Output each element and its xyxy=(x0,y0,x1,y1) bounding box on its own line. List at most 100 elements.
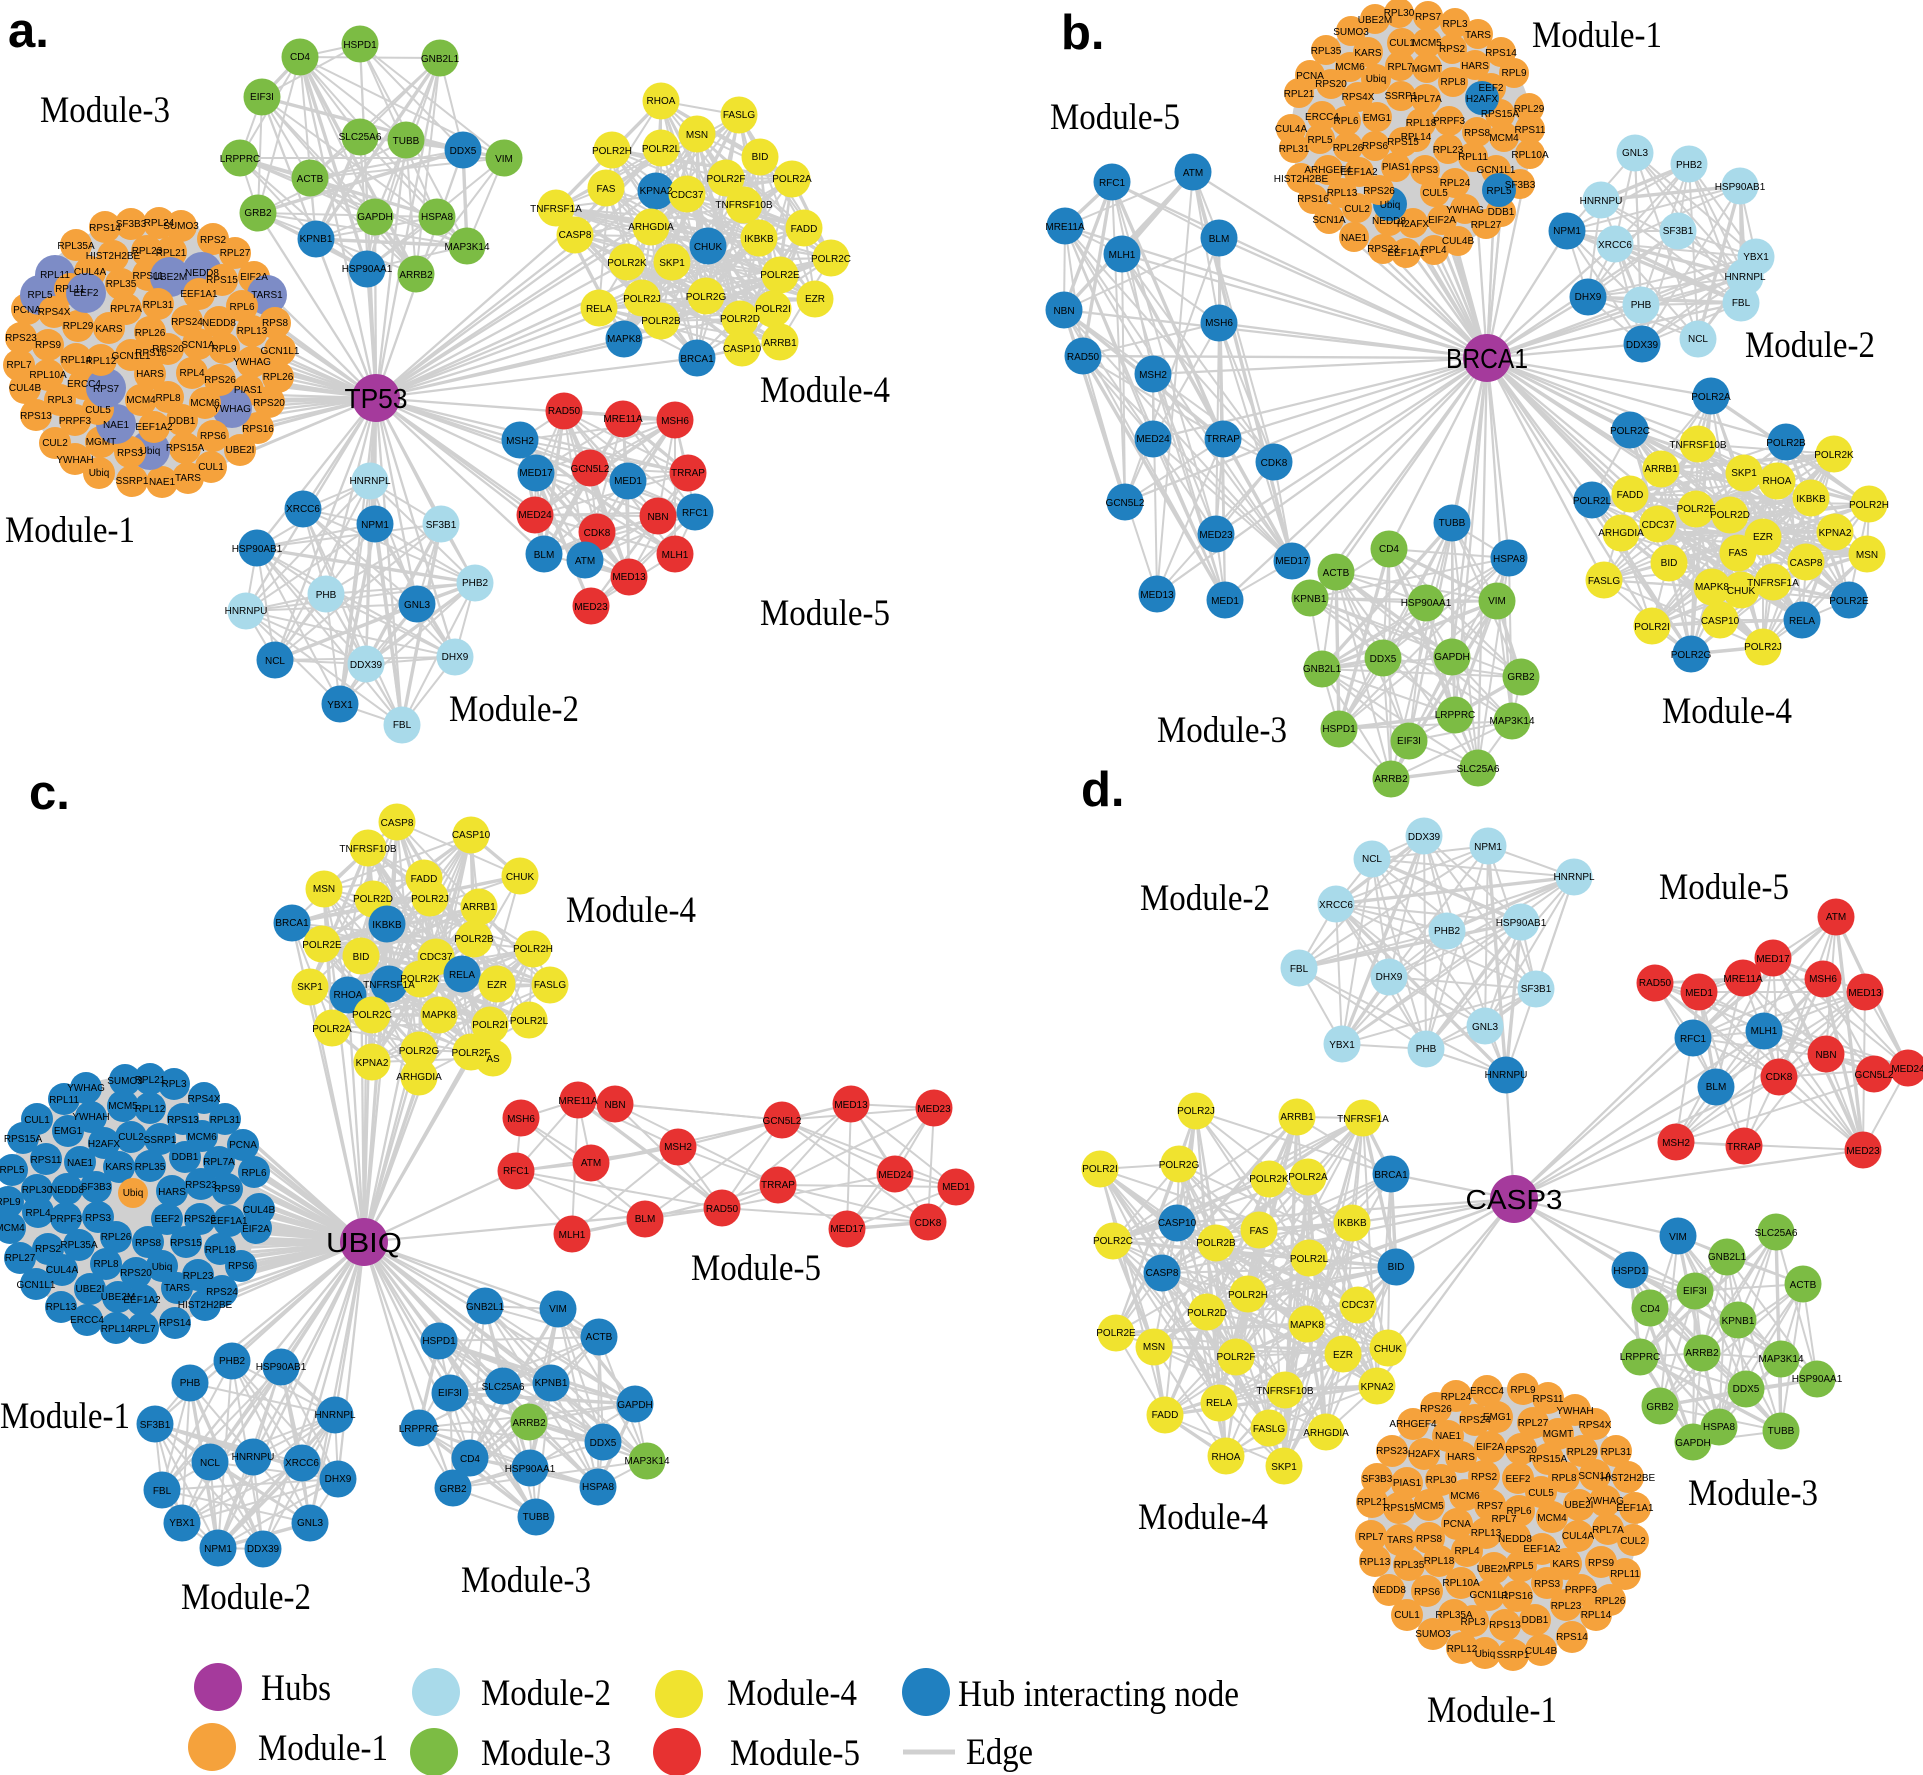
svg-text:MAP3K14: MAP3K14 xyxy=(624,1456,669,1467)
svg-text:DDX39: DDX39 xyxy=(1626,340,1659,351)
svg-text:GNB2L1: GNB2L1 xyxy=(466,1302,505,1313)
svg-text:TP53: TP53 xyxy=(345,383,408,414)
svg-text:RPL12: RPL12 xyxy=(1447,1644,1478,1655)
svg-text:RPS7: RPS7 xyxy=(93,384,120,395)
svg-text:KPNA2: KPNA2 xyxy=(640,186,673,197)
svg-text:NBN: NBN xyxy=(1815,1050,1836,1061)
svg-text:RPL7: RPL7 xyxy=(6,360,31,371)
svg-text:YWHAG: YWHAG xyxy=(1586,1496,1624,1507)
svg-text:NAE1: NAE1 xyxy=(149,477,176,488)
svg-text:CDC37: CDC37 xyxy=(671,190,704,201)
svg-text:RELA: RELA xyxy=(1789,616,1815,627)
svg-text:HNRNPL: HNRNPL xyxy=(349,476,391,487)
svg-text:SLC25A6: SLC25A6 xyxy=(1755,1228,1798,1239)
svg-text:RPL3: RPL3 xyxy=(161,1079,186,1090)
svg-text:HSPD1: HSPD1 xyxy=(1613,1266,1647,1277)
svg-text:CD4: CD4 xyxy=(1379,544,1399,555)
svg-text:EEF1A1: EEF1A1 xyxy=(1387,248,1425,259)
svg-text:RPL6: RPL6 xyxy=(1506,1506,1531,1517)
svg-text:SF3B3: SF3B3 xyxy=(81,1182,112,1193)
svg-text:VIM: VIM xyxy=(495,154,513,165)
svg-text:EEF1A2: EEF1A2 xyxy=(1523,1544,1561,1555)
svg-text:RPL5: RPL5 xyxy=(1486,186,1511,197)
svg-text:LRPPRC: LRPPRC xyxy=(399,1424,440,1435)
svg-text:UBE2M: UBE2M xyxy=(1477,1564,1511,1575)
svg-text:RPS6: RPS6 xyxy=(200,431,227,442)
svg-text:RPL23: RPL23 xyxy=(132,246,163,257)
svg-text:KPNA2: KPNA2 xyxy=(1819,528,1852,539)
svg-text:SF3B1: SF3B1 xyxy=(1663,226,1694,237)
svg-text:CASP10: CASP10 xyxy=(1158,1218,1197,1229)
svg-text:KARS: KARS xyxy=(1354,48,1382,59)
svg-text:PCNA: PCNA xyxy=(13,305,41,316)
svg-text:RPL7A: RPL7A xyxy=(1410,94,1442,105)
svg-text:RPL24: RPL24 xyxy=(1441,1392,1472,1403)
svg-text:MCM4: MCM4 xyxy=(0,1223,25,1234)
svg-text:HIST2H2BE: HIST2H2BE xyxy=(178,1300,233,1311)
svg-text:CUL2: CUL2 xyxy=(118,1132,144,1143)
svg-text:RPS2: RPS2 xyxy=(35,1244,62,1255)
svg-text:RELA: RELA xyxy=(1206,1398,1232,1409)
svg-text:KARS: KARS xyxy=(95,324,123,335)
svg-text:HSPD1: HSPD1 xyxy=(343,40,377,51)
svg-text:RPS15A: RPS15A xyxy=(4,1134,43,1145)
svg-text:HSP90AA1: HSP90AA1 xyxy=(505,1464,556,1475)
svg-text:RPL6: RPL6 xyxy=(229,302,254,313)
svg-text:MRE11A: MRE11A xyxy=(603,414,643,425)
svg-text:RPS3: RPS3 xyxy=(85,1213,112,1224)
svg-text:RPL35A: RPL35A xyxy=(60,1240,98,1251)
svg-text:RPL7A: RPL7A xyxy=(203,1157,235,1168)
svg-text:POLR2E: POLR2E xyxy=(302,940,342,951)
svg-text:ERCC4: ERCC4 xyxy=(1470,1386,1504,1397)
svg-text:TUBB: TUBB xyxy=(1439,518,1466,529)
svg-text:RFC1: RFC1 xyxy=(503,1166,530,1177)
svg-text:RPL3: RPL3 xyxy=(1442,19,1467,30)
svg-text:FADD: FADD xyxy=(791,224,818,235)
svg-text:ACTB: ACTB xyxy=(586,1332,613,1343)
svg-text:a.: a. xyxy=(8,4,49,58)
svg-text:HNRNPU: HNRNPU xyxy=(232,1452,275,1463)
svg-text:POLR2H: POLR2H xyxy=(592,146,632,157)
svg-text:RPL4: RPL4 xyxy=(25,1208,50,1219)
svg-text:RPS14: RPS14 xyxy=(1556,1632,1588,1643)
svg-text:RFC1: RFC1 xyxy=(1099,178,1126,189)
svg-text:RPS11: RPS11 xyxy=(31,1155,62,1166)
svg-text:Module-3: Module-3 xyxy=(481,1733,611,1774)
svg-text:CUL4B: CUL4B xyxy=(9,383,42,394)
svg-text:RPL26: RPL26 xyxy=(1333,143,1364,154)
svg-text:MED23: MED23 xyxy=(1199,530,1233,541)
svg-text:RPL35A: RPL35A xyxy=(1435,1610,1473,1621)
svg-text:RHOA: RHOA xyxy=(1763,476,1792,487)
svg-text:PHB: PHB xyxy=(1631,300,1652,311)
svg-text:Module-1: Module-1 xyxy=(1532,15,1662,56)
svg-text:SKP1: SKP1 xyxy=(659,258,685,269)
svg-text:VIM: VIM xyxy=(549,1304,567,1315)
svg-text:SKP1: SKP1 xyxy=(297,982,323,993)
svg-text:POLR2E: POLR2E xyxy=(1829,596,1869,607)
svg-text:POLR2H: POLR2H xyxy=(1849,500,1889,511)
svg-text:RPL35: RPL35 xyxy=(1311,46,1342,57)
svg-text:HARS: HARS xyxy=(1461,61,1489,72)
svg-text:RPL7: RPL7 xyxy=(130,1324,155,1335)
svg-text:MRE11A: MRE11A xyxy=(1723,974,1763,985)
svg-text:YWHAH: YWHAH xyxy=(1556,1406,1593,1417)
svg-text:POLR2D: POLR2D xyxy=(720,314,760,325)
svg-text:Module-4: Module-4 xyxy=(727,1673,857,1714)
svg-text:RPL13: RPL13 xyxy=(237,326,268,337)
svg-text:RPL27: RPL27 xyxy=(1518,1418,1549,1429)
svg-text:POLR2K: POLR2K xyxy=(607,258,647,269)
svg-text:MRE11A: MRE11A xyxy=(558,1096,598,1107)
svg-text:POLR2F: POLR2F xyxy=(1677,504,1716,515)
svg-text:TARS: TARS xyxy=(175,473,201,484)
svg-text:YWHAH: YWHAH xyxy=(56,455,93,466)
svg-text:POLR2H: POLR2H xyxy=(1228,1290,1268,1301)
svg-text:UBE2I: UBE2I xyxy=(1565,1500,1594,1511)
svg-text:NBN: NBN xyxy=(604,1100,625,1111)
svg-text:RPL29: RPL29 xyxy=(63,321,94,332)
svg-text:EMG1: EMG1 xyxy=(1483,1412,1512,1423)
svg-text:KARS: KARS xyxy=(105,1162,133,1173)
svg-text:MED24: MED24 xyxy=(518,510,552,521)
svg-text:Module-5: Module-5 xyxy=(691,1248,821,1289)
svg-text:TNFRSF1A: TNFRSF1A xyxy=(1337,1114,1389,1125)
svg-text:MLH1: MLH1 xyxy=(559,1230,586,1241)
